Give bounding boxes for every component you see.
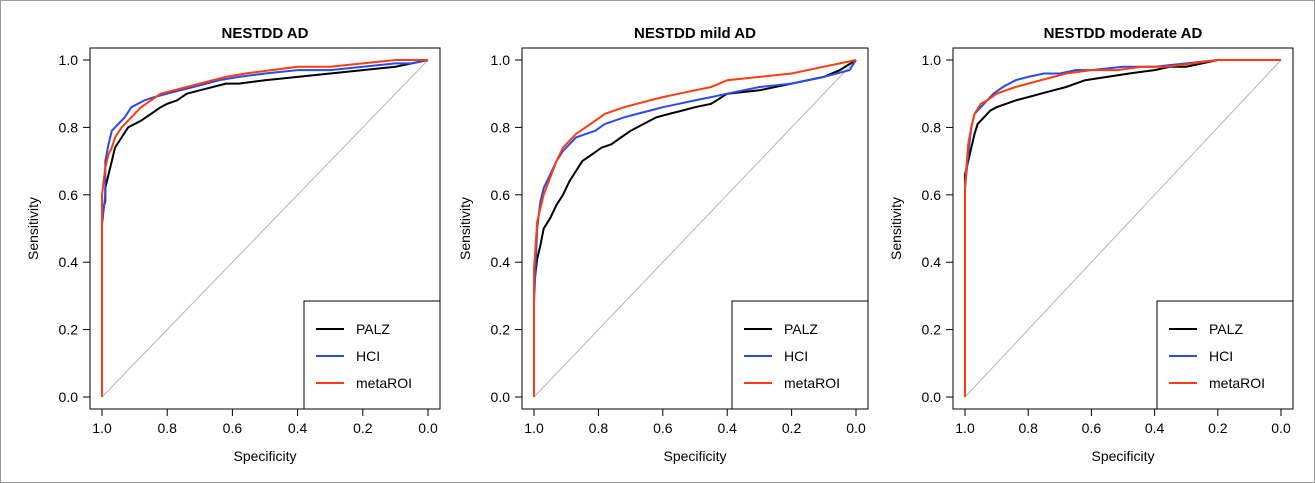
plot-frame (89, 47, 441, 410)
x-tick-label: 0.0 (418, 420, 438, 436)
x-tick-label: 0.4 (288, 420, 308, 436)
y-tick-label: 0.2 (922, 322, 942, 338)
y-tick-label: 0.0 (59, 389, 79, 405)
diagonal-reference-line (533, 59, 857, 398)
legend-label-hci: HCI (784, 348, 808, 364)
y-tick-label: 0.0 (491, 389, 511, 405)
y-tick-label: 0.4 (59, 254, 79, 270)
plot-frame (952, 47, 1294, 410)
roc-panel-1: NESTDD AD 1.0 0.8 0.6 0.4 0.2 0.0 0.0 0.2 0.4 0.6 0… (25, 25, 441, 464)
y-axis-label: Sensitivity (25, 197, 41, 260)
y-tick-label: 0.6 (922, 187, 942, 203)
x-tick-label: 0.0 (1271, 420, 1291, 436)
x-axis-label: Specificity (1091, 448, 1154, 464)
x-axis-label: Specificity (663, 448, 726, 464)
y-tick-label: 1.0 (922, 52, 942, 68)
series-line-palz (964, 59, 1281, 397)
chart-title: NESTDD moderate AD (1044, 25, 1203, 42)
series-line-metaroi (101, 59, 428, 397)
legend-label-metaroi: metaROI (784, 375, 840, 391)
x-tick-label: 0.6 (223, 420, 243, 436)
x-tick-label: 1.0 (955, 420, 975, 436)
x-tick-label: 0.2 (782, 420, 802, 436)
y-axis-label: Sensitivity (888, 197, 904, 260)
y-tick-label: 0.2 (491, 322, 511, 338)
y-tick-label: 0.8 (491, 119, 511, 135)
x-tick-label: 0.2 (353, 420, 373, 436)
roc-panel-3: NESTDD moderate AD 1.0 0.8 0.6 0.4 0.2 0.0 0.0 0… (888, 25, 1294, 464)
chart-title: NESTDD mild AD (634, 25, 756, 42)
series-line-metaroi (533, 59, 857, 397)
y-tick-label: 1.0 (491, 52, 511, 68)
series-line-metaroi (964, 59, 1281, 397)
legend-label-metaroi: metaROI (1209, 375, 1265, 391)
diagonal-reference-line (101, 59, 429, 398)
legend-label-palz: PALZ (356, 321, 390, 337)
y-tick-label: 0.6 (491, 187, 511, 203)
legend-label-hci: HCI (356, 348, 380, 364)
diagonal-reference-line (964, 59, 1282, 398)
x-tick-label: 0.4 (717, 420, 737, 436)
roc-panel-2: NESTDD mild AD 1.0 0.8 0.6 0.4 0.2 0.0 0.0 0.2 0.… (457, 25, 869, 464)
series-line-palz (533, 59, 857, 397)
series-line-palz (101, 59, 429, 397)
x-tick-label: 1.0 (524, 420, 544, 436)
x-tick-label: 0.6 (653, 420, 673, 436)
x-tick-label: 1.0 (92, 420, 112, 436)
y-tick-label: 0.8 (59, 119, 79, 135)
y-tick-label: 0.4 (922, 254, 942, 270)
x-axis-label: Specificity (233, 448, 296, 464)
x-tick-label: 0.2 (1208, 420, 1228, 436)
plot-frame (521, 47, 869, 410)
x-tick-label: 0.6 (1082, 420, 1102, 436)
x-tick-label: 0.4 (1145, 420, 1165, 436)
legend-label-palz: PALZ (1209, 321, 1243, 337)
y-tick-label: 0.0 (922, 389, 942, 405)
series-line-hci (533, 59, 857, 397)
legend-label-palz: PALZ (784, 321, 818, 337)
y-tick-label: 0.6 (59, 187, 79, 203)
y-tick-label: 1.0 (59, 52, 79, 68)
y-tick-label: 0.2 (59, 322, 79, 338)
y-tick-label: 0.8 (922, 119, 942, 135)
legend: PALZ HCI metaROI (1156, 300, 1294, 410)
x-tick-label: 0.8 (1018, 420, 1038, 436)
legend: PALZ HCI metaROI (731, 300, 869, 410)
legend-label-metaroi: metaROI (356, 375, 412, 391)
legend: PALZ HCI metaROI (303, 300, 441, 410)
legend-label-hci: HCI (1209, 348, 1233, 364)
y-axis-label: Sensitivity (457, 197, 473, 260)
series-line-hci (101, 59, 429, 397)
x-tick-label: 0.8 (589, 420, 609, 436)
y-tick-label: 0.4 (491, 254, 511, 270)
x-tick-label: 0.0 (846, 420, 866, 436)
chart-title: NESTDD AD (222, 25, 309, 42)
x-tick-label: 0.8 (157, 420, 177, 436)
